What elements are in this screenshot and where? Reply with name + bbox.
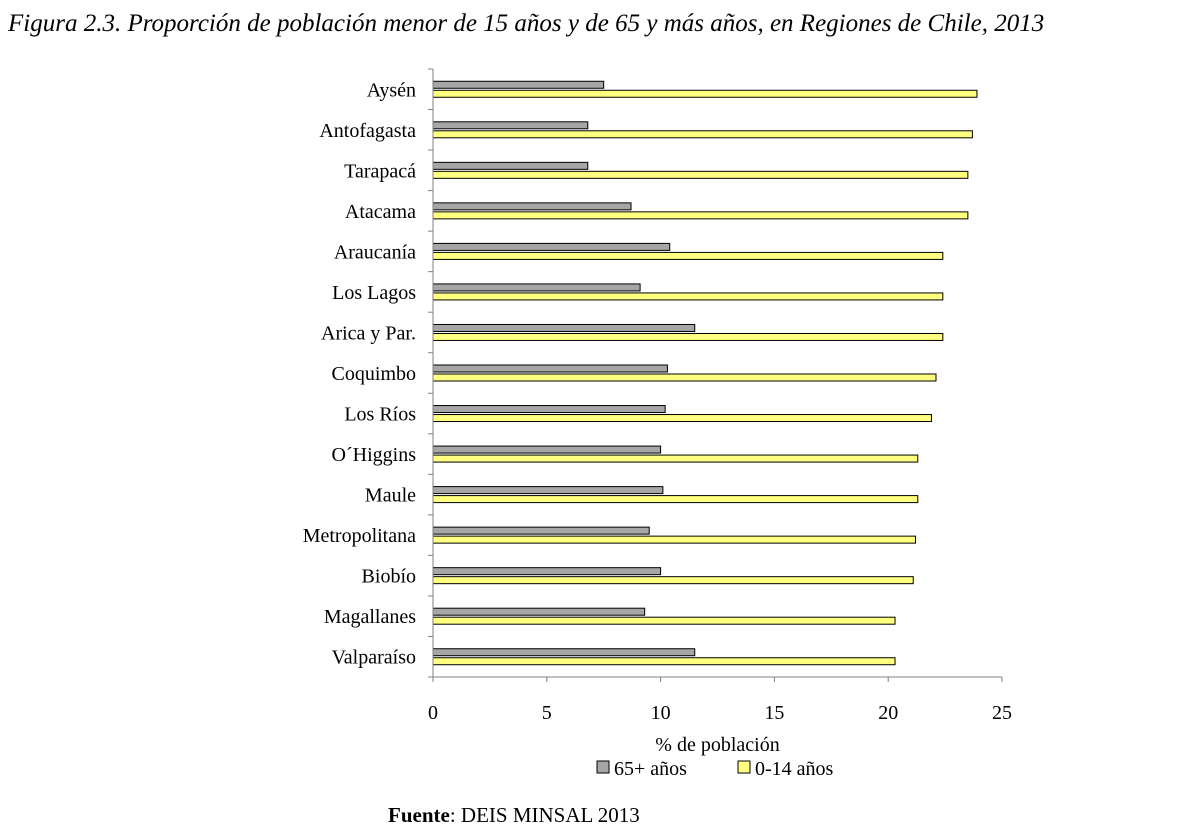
bar-age-65-plus bbox=[432, 121, 589, 130]
category-label: Los Lagos bbox=[332, 282, 416, 304]
category-label: Aysén bbox=[367, 79, 416, 101]
category-label: Antofagasta bbox=[319, 120, 416, 142]
source-text: DEIS MINSAL 2013 bbox=[460, 803, 640, 827]
category-label: Metropolitana bbox=[303, 525, 416, 547]
x-tick-label: 0 bbox=[428, 702, 438, 724]
bar-age-0-14 bbox=[432, 454, 919, 463]
category-label: Araucanía bbox=[334, 241, 416, 263]
bar-age-0-14 bbox=[432, 657, 896, 666]
bar-age-0-14 bbox=[432, 251, 944, 260]
category-label: Biobío bbox=[362, 566, 416, 588]
category-label: Maule bbox=[365, 485, 416, 507]
bar-age-65-plus bbox=[432, 202, 632, 211]
category-label: Tarapacá bbox=[344, 160, 416, 182]
category-label: Valparaíso bbox=[332, 647, 416, 669]
bar-age-65-plus bbox=[432, 364, 668, 373]
bar-age-0-14 bbox=[432, 535, 917, 544]
bar-age-65-plus bbox=[432, 242, 671, 251]
bar-age-0-14 bbox=[432, 373, 937, 382]
bar-age-0-14 bbox=[432, 576, 914, 585]
bar-age-0-14 bbox=[432, 211, 969, 220]
bar-age-65-plus bbox=[432, 445, 662, 454]
x-tick-label: 25 bbox=[992, 702, 1012, 724]
bar-age-0-14 bbox=[432, 332, 944, 341]
category-label: Arica y Par. bbox=[321, 322, 416, 344]
legend-label-age-65-plus: 65+ años bbox=[614, 758, 687, 780]
bar-age-0-14 bbox=[432, 495, 919, 504]
legend-swatch-age-65-plus bbox=[596, 760, 610, 774]
bar-age-0-14 bbox=[432, 130, 973, 139]
category-label: Atacama bbox=[345, 201, 416, 223]
bar-age-0-14 bbox=[432, 292, 944, 301]
x-tick-label: 20 bbox=[878, 702, 898, 724]
bar-age-0-14 bbox=[432, 89, 978, 98]
category-label: Magallanes bbox=[324, 606, 416, 628]
bar-age-0-14 bbox=[432, 414, 932, 423]
bar-age-65-plus bbox=[432, 648, 696, 657]
bar-age-65-plus bbox=[432, 486, 664, 495]
bar-age-65-plus bbox=[432, 323, 696, 332]
x-axis-title: % de población bbox=[655, 734, 779, 756]
x-tick-label: 15 bbox=[764, 702, 784, 724]
bar-age-65-plus bbox=[432, 526, 650, 535]
bar-age-65-plus bbox=[432, 405, 666, 414]
source-note: Fuente: DEIS MINSAL 2013 bbox=[388, 803, 640, 828]
category-label: O´Higgins bbox=[332, 444, 417, 466]
bar-age-0-14 bbox=[432, 170, 969, 179]
bar-age-65-plus bbox=[432, 80, 605, 89]
source-label: Fuente bbox=[388, 803, 450, 827]
legend-label-age-0-14: 0-14 años bbox=[755, 758, 834, 780]
legend-swatch-age-0-14 bbox=[737, 760, 751, 774]
bar-age-65-plus bbox=[432, 607, 646, 616]
category-label: Coquimbo bbox=[332, 363, 416, 385]
source-separator: : bbox=[449, 803, 461, 827]
figure-title: Figura 2.3. Proporción de población meno… bbox=[8, 10, 1045, 37]
bar-age-65-plus bbox=[432, 567, 662, 576]
category-label: Los Ríos bbox=[344, 404, 416, 426]
x-tick-label: 5 bbox=[542, 702, 552, 724]
x-tick-label: 10 bbox=[651, 702, 671, 724]
bar-age-65-plus bbox=[432, 161, 589, 170]
bar-age-65-plus bbox=[432, 283, 641, 292]
bar-age-0-14 bbox=[432, 616, 896, 625]
